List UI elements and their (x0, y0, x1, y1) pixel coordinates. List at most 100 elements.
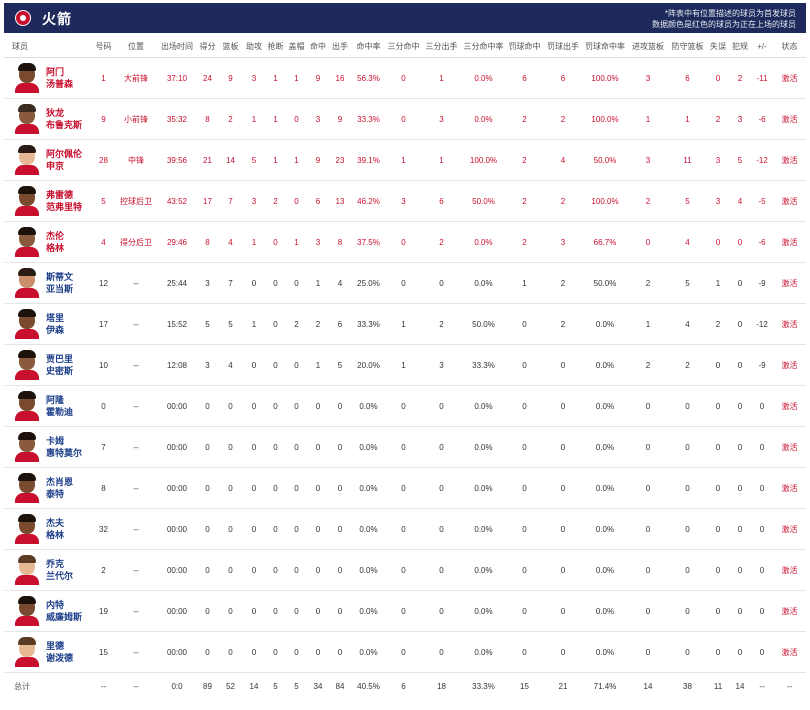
player-row[interactable]: 弗雷德 范弗里特 5 控球后卫 43:52 17 7 3 2 0 6 13 46.2% 3 6 50.0% 2 2… (4, 180, 806, 222)
column-header[interactable]: 得分 (197, 35, 218, 58)
stat-tov: 3 (707, 139, 729, 181)
column-header[interactable]: 位置 (115, 35, 157, 58)
column-header[interactable]: 失误 (707, 35, 729, 58)
player-row[interactable]: 斯蒂文 亚当斯 12 -- 25:44 3 7 0 0 0 1 4 25.0% 0 0 0.0% 1 2 50.0%… (4, 262, 806, 304)
player-row[interactable]: 乔克 兰代尔 2 -- 00:00 0 0 0 0 0 0 0 0.0% 0 0 0.0% 0 0 0.0% 0 0 0 0… (4, 549, 806, 591)
player-position: -- (115, 549, 157, 591)
stat-min: 00:00 (157, 426, 197, 468)
player-name-link[interactable]: 狄龙 布鲁克斯 (46, 107, 82, 131)
column-header[interactable]: 状态 (773, 35, 806, 58)
column-header[interactable]: 抢断 (265, 35, 286, 58)
player-cell[interactable]: 贾巴里 史密斯 (4, 344, 92, 386)
column-header[interactable]: 罚球出手 (544, 35, 582, 58)
player-row[interactable]: 杰伦 格林 4 得分后卫 29:46 8 4 1 0 1 3 8 37.5% 0 2 0.0% 2 3 66.7% 0… (4, 221, 806, 263)
stat-fga: 4 (329, 262, 351, 304)
player-row[interactable]: 塔里 伊森 17 -- 15:52 5 5 1 0 2 2 6 33.3% 1 2 50.0% 0 2 0.0% 1 4… (4, 303, 806, 345)
stat-oreb: 0 (628, 426, 668, 468)
column-header[interactable]: 三分命中率 (462, 35, 505, 58)
column-header[interactable]: 篮板 (218, 35, 243, 58)
player-cell[interactable]: 阿门 汤普森 (4, 57, 92, 99)
stat-ast: 0 (243, 426, 265, 468)
player-row[interactable]: 贾巴里 史密斯 10 -- 12:08 3 4 0 0 0 1 5 20.0% 1 3 33.3% 0 0 0.0%… (4, 344, 806, 386)
stat-tpp: 0.0% (462, 426, 505, 468)
column-header[interactable]: 防守篮板 (668, 35, 707, 58)
player-name-line2: 威廉姆斯 (46, 612, 83, 622)
player-name-link[interactable]: 塔里 伊森 (46, 312, 64, 336)
player-cell[interactable]: 阿隆 霍勒迪 (4, 385, 92, 427)
player-row[interactable]: 阿隆 霍勒迪 0 -- 00:00 0 0 0 0 0 0 0 0.0% 0 0 0.0% 0 0 0.0% 0 0 0 0… (4, 385, 806, 427)
stat-stl: 0 (265, 508, 286, 550)
player-row[interactable]: 里德 谢泼德 15 -- 00:00 0 0 0 0 0 0 0 0.0% 0 0 0.0% 0 0 0.0% 0 0 0… (4, 631, 806, 673)
stat-fta: 2 (544, 262, 582, 304)
player-name-link[interactable]: 杰夫 格林 (46, 517, 64, 541)
player-name-link[interactable]: 贾巴里 史密斯 (46, 353, 73, 377)
column-header[interactable]: 三分出手 (421, 35, 462, 58)
player-name-link[interactable]: 斯蒂文 亚当斯 (46, 271, 73, 295)
stat-dreb: 1 (668, 98, 707, 140)
player-position: -- (115, 590, 157, 632)
column-header[interactable]: 助攻 (243, 35, 265, 58)
player-name-link[interactable]: 里德 谢泼德 (46, 640, 73, 664)
column-header[interactable]: 犯规 (729, 35, 751, 58)
stat-ftp: 50.0% (582, 262, 628, 304)
column-header[interactable]: 进攻篮板 (628, 35, 668, 58)
stat-fga: 0 (329, 467, 351, 509)
player-cell[interactable]: 里德 谢泼德 (4, 631, 92, 673)
player-cell[interactable]: 狄龙 布鲁克斯 (4, 98, 92, 140)
column-header[interactable]: 命中 (307, 35, 329, 58)
stat-fgp: 20.0% (351, 344, 386, 386)
stat-fga: 0 (329, 549, 351, 591)
player-name-link[interactable]: 阿隆 霍勒迪 (46, 394, 73, 418)
stat-tpp: 0.0% (462, 508, 505, 550)
column-header[interactable]: 出场时间 (157, 35, 197, 58)
player-name-link[interactable]: 杰肖恩 泰特 (46, 476, 73, 500)
player-cell[interactable]: 弗雷德 范弗里特 (4, 180, 92, 222)
player-name-link[interactable]: 阿门 汤普森 (46, 66, 73, 90)
stat-oreb: 0 (628, 508, 668, 550)
player-cell[interactable]: 塔里 伊森 (4, 303, 92, 345)
player-name-line2: 霍勒迪 (46, 407, 74, 417)
stat-fgm: 3 (307, 98, 329, 140)
player-avatar-icon (14, 596, 40, 626)
stat-fgp: 0.0% (351, 467, 386, 509)
player-name-link[interactable]: 阿尔佩伦 申京 (46, 148, 82, 172)
player-row[interactable]: 阿尔佩伦 申京 28 中锋 39:56 21 14 5 1 1 9 23 39.1% 1 1 100.0% 2 4… (4, 139, 806, 181)
player-cell[interactable]: 杰肖恩 泰特 (4, 467, 92, 509)
column-header[interactable]: 号码 (92, 35, 115, 58)
player-cell[interactable]: 杰伦 格林 (4, 221, 92, 263)
stat-ast: 0 (243, 385, 265, 427)
column-header[interactable]: +/- (751, 35, 773, 58)
player-name-link[interactable]: 卡姆 惠特莫尔 (46, 435, 82, 459)
column-header[interactable]: 出手 (329, 35, 351, 58)
player-cell[interactable]: 乔克 兰代尔 (4, 549, 92, 591)
player-row[interactable]: 狄龙 布鲁克斯 9 小前锋 35:32 8 2 1 1 0 3 9 33.3% 0 3 0.0% 2 2 100.0… (4, 98, 806, 140)
player-row[interactable]: 内特 威廉姆斯 19 -- 00:00 0 0 0 0 0 0 0 0.0% 0 0 0.0% 0 0 0.0% 0 0… (4, 590, 806, 632)
player-row[interactable]: 杰肖恩 泰特 8 -- 00:00 0 0 0 0 0 0 0 0.0% 0 0 0.0% 0 0 0.0% 0 0 0 0… (4, 467, 806, 509)
column-header[interactable]: 罚球命中率 (582, 35, 628, 58)
column-header[interactable]: 三分命中 (386, 35, 421, 58)
player-cell[interactable]: 内特 威廉姆斯 (4, 590, 92, 632)
player-row[interactable]: 卡姆 惠特莫尔 7 -- 00:00 0 0 0 0 0 0 0 0.0% 0 0 0.0% 0 0 0.0% 0 0 0… (4, 426, 806, 468)
player-avatar-icon (14, 309, 40, 339)
column-header[interactable]: 命中率 (351, 35, 386, 58)
column-header[interactable]: 罚球命中 (505, 35, 544, 58)
player-name-line1: 杰肖恩 (46, 477, 74, 487)
player-name-link[interactable]: 乔克 兰代尔 (46, 558, 73, 582)
stat-pm: 0 (751, 426, 773, 468)
player-row[interactable]: 杰夫 格林 32 -- 00:00 0 0 0 0 0 0 0 0.0% 0 0 0.0% 0 0 0.0% 0 0 0 0… (4, 508, 806, 550)
column-header[interactable]: 盖帽 (286, 35, 307, 58)
player-cell[interactable]: 阿尔佩伦 申京 (4, 139, 92, 181)
player-status: 激活 (773, 221, 806, 263)
player-avatar-icon (14, 145, 40, 175)
stat-pts: 0 (197, 549, 218, 591)
player-name-link[interactable]: 弗雷德 范弗里特 (46, 189, 82, 213)
player-cell[interactable]: 斯蒂文 亚当斯 (4, 262, 92, 304)
player-name-link[interactable]: 杰伦 格林 (46, 230, 64, 254)
player-status: 激活 (773, 57, 806, 99)
player-cell[interactable]: 卡姆 惠特莫尔 (4, 426, 92, 468)
player-position: 中锋 (115, 139, 157, 181)
player-row[interactable]: 阿门 汤普森 1 大前锋 37:10 24 9 3 1 1 9 16 56.3% 0 1 0.0% 6 6 100.… (4, 57, 806, 99)
column-header[interactable]: 球员 (4, 35, 92, 58)
player-cell[interactable]: 杰夫 格林 (4, 508, 92, 550)
player-name-link[interactable]: 内特 威廉姆斯 (46, 599, 82, 623)
